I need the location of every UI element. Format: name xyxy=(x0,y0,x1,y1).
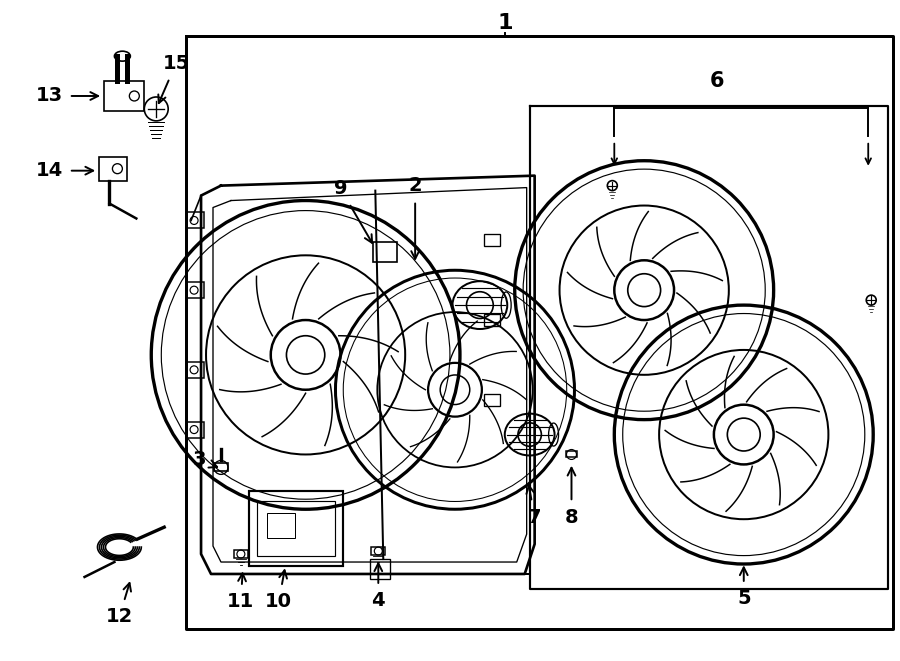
Text: 2: 2 xyxy=(409,176,422,259)
Text: 13: 13 xyxy=(36,87,98,106)
Text: 9: 9 xyxy=(334,179,372,243)
Text: 15: 15 xyxy=(158,54,190,103)
Text: 12: 12 xyxy=(106,583,133,626)
Text: 14: 14 xyxy=(36,161,93,180)
Text: 1: 1 xyxy=(497,13,512,33)
Text: 3: 3 xyxy=(193,450,217,469)
Text: 4: 4 xyxy=(372,563,385,610)
Text: 11: 11 xyxy=(228,573,255,611)
Text: 6: 6 xyxy=(709,71,725,91)
Text: 8: 8 xyxy=(564,468,579,527)
Text: 5: 5 xyxy=(737,567,751,608)
Text: 7: 7 xyxy=(526,486,542,527)
Text: 10: 10 xyxy=(266,570,292,611)
